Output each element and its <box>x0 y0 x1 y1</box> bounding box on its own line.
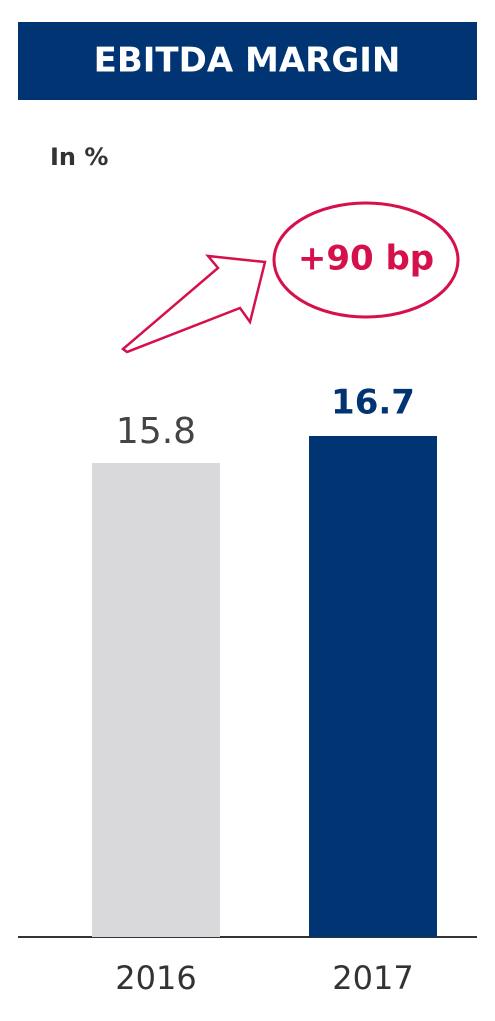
x-tick-label: 2017 <box>332 959 413 997</box>
x-tick-label: 2016 <box>115 959 196 997</box>
chart-title: EBITDA MARGIN <box>94 41 401 81</box>
annotation: +90 bp <box>298 239 434 279</box>
bar <box>92 463 220 937</box>
value-label: 16.7 <box>331 383 415 423</box>
trend-arrow <box>121 254 267 354</box>
value-label: 15.8 <box>116 411 196 452</box>
bar <box>309 436 437 937</box>
unit-label: In % <box>50 143 108 171</box>
title-banner <box>18 22 477 100</box>
annotation-circle <box>272 201 460 319</box>
